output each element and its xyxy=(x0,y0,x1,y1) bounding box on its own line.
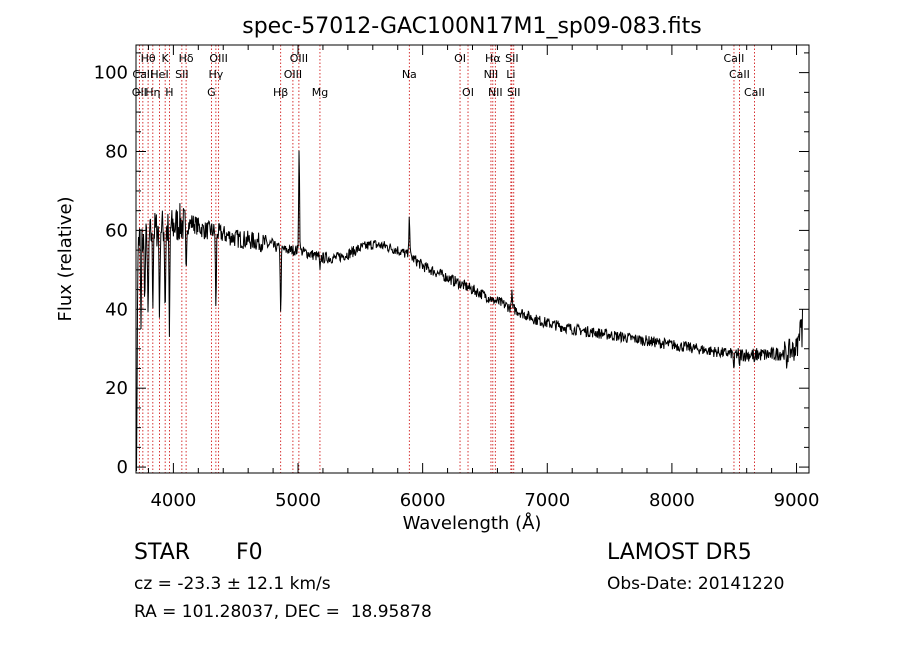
coordinates: RA = 101.28037, DEC = 18.95878 xyxy=(134,602,432,622)
line-marker-label: OI xyxy=(454,52,466,65)
line-marker-label: G xyxy=(207,86,216,99)
object-class: STAR xyxy=(134,540,191,565)
chart-title: spec-57012-GAC100N17M1_sp09-083.fits xyxy=(242,14,702,39)
line-marker-label: OIII xyxy=(290,52,308,65)
y-tick-label: 0 xyxy=(117,457,128,478)
x-axis-label: Wavelength (Å) xyxy=(403,512,542,534)
line-marker-label: Hβ xyxy=(273,86,288,99)
x-axis: 4000 5000 6000 7000 8000 9000 xyxy=(147,45,820,511)
y-axis-label: Flux (relative) xyxy=(55,196,76,321)
line-marker-label: OI xyxy=(462,86,474,99)
object-subclass: F0 xyxy=(236,540,263,565)
y-tick-label: 40 xyxy=(105,299,128,320)
x-tick-label: 7000 xyxy=(524,490,570,511)
line-marker-label: CaII xyxy=(724,52,745,65)
plot-frame xyxy=(135,44,810,474)
data-release: LAMOST DR5 xyxy=(607,540,752,565)
line-marker-label: Hη xyxy=(145,86,160,99)
line-marker-label: H xyxy=(165,86,173,99)
spectrum-line xyxy=(135,150,803,472)
line-marker-label: Hδ xyxy=(179,52,194,65)
line-marker-labels: HθOIICaIIHηHeIKSIIHHδHγGOIIIHβOIIIOIIIMg… xyxy=(132,52,765,99)
line-marker-label: NII xyxy=(488,86,503,99)
line-marker-label: CaII xyxy=(744,86,765,99)
line-marker-label: SII xyxy=(505,52,518,65)
x-tick-label: 4000 xyxy=(150,490,196,511)
x-tick-label: 9000 xyxy=(774,490,820,511)
line-marker-label: CaII xyxy=(729,68,750,81)
line-marker-label: Mg xyxy=(312,86,328,99)
line-marker-label: OIII xyxy=(284,68,302,81)
x-tick-label: 8000 xyxy=(649,490,695,511)
line-marker-label: CaII xyxy=(132,68,153,81)
line-marker-label: Hγ xyxy=(208,68,223,81)
line-marker-label: SII xyxy=(175,68,188,81)
y-tick-label: 20 xyxy=(105,378,128,399)
x-tick-label: 5000 xyxy=(275,490,321,511)
line-marker-label: Hα xyxy=(485,52,501,65)
observation-date: Obs-Date: 20141220 xyxy=(607,574,785,594)
y-tick-label: 100 xyxy=(94,63,128,84)
y-tick-label: 80 xyxy=(105,142,128,163)
line-markers xyxy=(138,45,755,473)
y-tick-label: 60 xyxy=(105,220,128,241)
line-marker-label: K xyxy=(162,52,170,65)
line-marker-label: Li xyxy=(506,68,515,81)
y-axis: 0 20 40 60 80 100 xyxy=(94,52,809,478)
x-tick-label: 6000 xyxy=(400,490,446,511)
line-marker-label: Hθ xyxy=(141,52,156,65)
line-marker-label: SII xyxy=(507,86,520,99)
line-marker-label: HeI xyxy=(150,68,168,81)
line-marker-label: Na xyxy=(402,68,417,81)
redshift-readout: cz = -23.3 ± 12.1 km/s xyxy=(134,574,331,594)
line-marker-label: NII xyxy=(484,68,499,81)
line-marker-label: OIII xyxy=(209,52,227,65)
